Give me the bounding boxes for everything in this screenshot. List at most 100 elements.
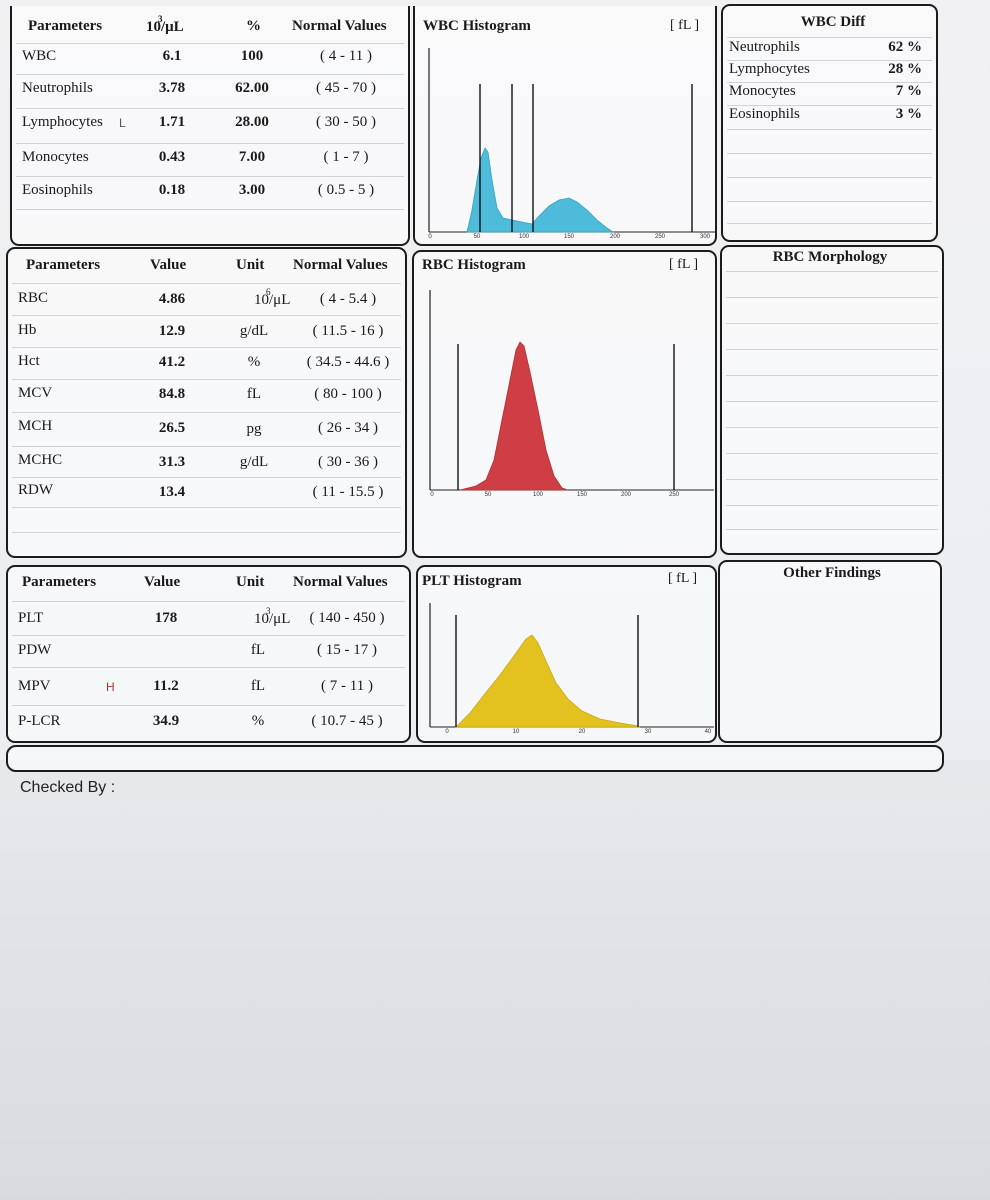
rbc-row-name: Hb [18, 322, 37, 338]
rbc-header-unit: Unit [236, 257, 265, 273]
wbc-header-percent: % [246, 18, 261, 34]
wbc-row-flag: L [119, 116, 126, 130]
wbc-diff-name: Eosinophils [729, 106, 800, 122]
plt-row-value: 178 [154, 610, 178, 626]
plt-unit-exp: 3 [266, 606, 271, 616]
rbc-histogram-chart: 0 50 100 150 200 250 [429, 290, 714, 498]
other-findings-title: Other Findings [783, 565, 881, 581]
rbc-morphology-title: RBC Morphology [772, 249, 888, 265]
photo-shadow [0, 760, 990, 1200]
rbc-header-normal: Normal Values [293, 257, 388, 273]
rbc-row-name: MCH [18, 418, 53, 434]
plt-row-name: MPV [18, 678, 51, 694]
wbc-histogram-chart: 0 50 100 150 200 250 300 [428, 48, 715, 240]
wbc-table-box: Parameters 10 3/μL % Normal Values WBC 6.… [10, 6, 410, 246]
wbc-tick: 0 [428, 234, 432, 240]
plt-row-normal: ( 140 - 450 ) [309, 610, 385, 626]
rbc-row-name: RBC [18, 290, 49, 306]
wbc-header-parameters: Parameters [28, 18, 103, 34]
plt-histogram-title: PLT Histogram [422, 573, 522, 589]
wbc-row-percent: 3.00 [238, 182, 266, 198]
rbc-row-value: 84.8 [158, 386, 186, 402]
wbc-row-percent: 100 [240, 48, 264, 64]
wbc-row-normal: ( 0.5 - 5 ) [317, 182, 375, 198]
plt-histogram-box: PLT Histogram [ fL ] 0 10 20 30 40 [416, 565, 717, 743]
rbc-row-name: MCHC [18, 452, 63, 468]
wbc-row-normal: ( 30 - 50 ) [316, 114, 376, 130]
plt-header-value: Value [144, 574, 181, 590]
plt-tick: 20 [579, 729, 586, 735]
wbc-row-percent: 7.00 [238, 149, 266, 165]
rbc-row-normal: ( 11 - 15.5 ) [312, 484, 384, 500]
wbc-diff-value: 28 % [888, 61, 922, 77]
rbc-row-value: 31.3 [158, 454, 186, 470]
wbc-diff-value: 7 % [895, 83, 922, 99]
wbc-diff-value: 62 % [888, 39, 922, 55]
wbc-diff-name: Lymphocytes [729, 61, 810, 77]
plt-header-normal: Normal Values [293, 574, 388, 590]
wbc-row-normal: ( 1 - 7 ) [323, 149, 369, 165]
rbc-row-value: 4.86 [158, 291, 186, 307]
wbc-header-unit: 10 3/μL [146, 14, 184, 35]
wbc-diff-value: 3 % [895, 106, 922, 122]
rbc-tick: 50 [485, 492, 492, 498]
wbc-tick: 100 [519, 234, 530, 240]
rbc-row-normal: ( 30 - 36 ) [318, 454, 378, 470]
rbc-row-value: 26.5 [158, 420, 186, 436]
rbc-tick: 100 [533, 492, 544, 498]
plt-row-value: 34.9 [152, 713, 180, 729]
plt-unit-base: 10 [254, 611, 269, 627]
wbc-row-value: 0.43 [158, 149, 186, 165]
plt-row-unit: fL [250, 678, 266, 694]
rbc-histogram-unit: [ fL ] [669, 257, 699, 272]
wbc-row-value: 1.71 [158, 114, 186, 130]
wbc-diff-name: Neutrophils [729, 39, 800, 55]
wbc-histogram-title: WBC Histogram [423, 18, 531, 34]
plt-row-unit: 10 3/μL [254, 606, 291, 627]
footer-strip [6, 745, 944, 772]
plt-row-unit: % [251, 713, 265, 729]
wbc-row-name: Eosinophils [22, 182, 93, 198]
rbc-row-value: 12.9 [158, 323, 186, 339]
plt-table-box: Parameters Value Unit Normal Values PLT … [6, 565, 411, 743]
rbc-row-name: Hct [18, 353, 40, 369]
rbc-row-name: MCV [18, 385, 53, 401]
plt-row-name: PDW [18, 642, 52, 658]
wbc-row-value: 0.18 [158, 182, 186, 198]
wbc-row-name: Neutrophils [22, 80, 93, 96]
wbc-row-value: 6.1 [162, 48, 182, 64]
plt-row-normal: ( 15 - 17 ) [317, 642, 377, 658]
rbc-histogram-curve [459, 341, 569, 491]
rbc-histogram-box: RBC Histogram [ fL ] 0 50 100 150 200 25… [412, 250, 717, 558]
wbc-row-percent: 28.00 [235, 114, 269, 130]
wbc-histogram-unit: [ fL ] [670, 18, 700, 33]
plt-row-normal: ( 10.7 - 45 ) [311, 713, 383, 729]
wbc-tick: 250 [655, 234, 666, 240]
rbc-row-value: 13.4 [158, 484, 186, 500]
wbc-tick: 200 [610, 234, 621, 240]
wbc-row-normal: ( 45 - 70 ) [316, 80, 376, 96]
plt-unit-rest: /μL [269, 611, 291, 627]
rbc-row-normal: ( 34.5 - 44.6 ) [306, 354, 390, 370]
plt-row-name: P-LCR [18, 713, 61, 729]
plt-header-unit: Unit [236, 574, 265, 590]
rbc-morphology-box: RBC Morphology [720, 245, 944, 555]
wbc-unit-base: 10 [146, 19, 161, 35]
rbc-unit-rest: /μL [269, 292, 291, 308]
wbc-histogram-curve [466, 147, 615, 233]
wbc-header-normal: Normal Values [292, 18, 387, 34]
plt-histogram-chart: 0 10 20 30 40 [429, 603, 714, 735]
plt-histogram-curve [455, 634, 641, 728]
wbc-row-value: 3.78 [158, 80, 186, 96]
plt-tick: 0 [445, 729, 449, 735]
rbc-row-normal: ( 4 - 5.4 ) [319, 291, 377, 307]
rbc-row-name: RDW [18, 482, 53, 498]
wbc-diff-title: WBC Diff [800, 14, 866, 30]
rbc-unit-exp: 6 [266, 287, 271, 297]
wbc-tick: 50 [474, 234, 481, 240]
rbc-header-value: Value [150, 257, 187, 273]
plt-histogram-unit: [ fL ] [668, 571, 698, 586]
rbc-row-unit: pg [246, 421, 262, 437]
wbc-row-percent: 62.00 [235, 80, 269, 96]
rbc-tick: 150 [577, 492, 588, 498]
